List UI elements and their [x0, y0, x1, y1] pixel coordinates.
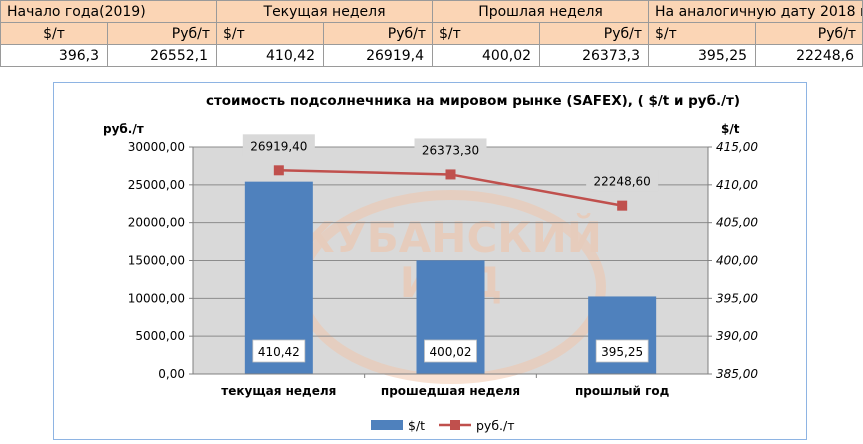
table-values-row: 396,3 26552,1 410,42 26919,4 400,02 2637…	[0, 44, 863, 67]
right-tick-label: 405,00	[716, 216, 758, 230]
unit-cell: Руб/т	[755, 22, 863, 45]
legend-label-bar: $/t	[408, 418, 425, 433]
right-tick-label: 390,00	[716, 329, 758, 343]
left-tick-label: 20000,00	[128, 216, 185, 230]
value-cell: 26552,1	[107, 44, 217, 67]
bar-series: 410,42 400,02 395,25	[244, 181, 657, 374]
value-cell: 26919,4	[322, 44, 434, 67]
right-tick-label: 400,00	[716, 254, 758, 268]
unit-cell: $/т	[0, 22, 108, 45]
bar-data-label-box	[595, 339, 649, 363]
table-units-row: $/т Руб/т $/т Руб/т $/т Руб/т $/т Руб/т	[0, 22, 863, 45]
bar-data-label: 410,42	[258, 345, 300, 359]
left-tick-label: 10000,00	[128, 291, 185, 305]
axes: 0,00 385,00 5000,00 390,00 10000,00 395,00 150…	[128, 140, 759, 398]
value-cell: 410,42	[216, 44, 324, 67]
legend-swatch-marker	[450, 420, 460, 430]
category-label: прошлый год	[575, 384, 670, 398]
line-marker	[617, 200, 628, 211]
unit-cell: Руб/т	[539, 22, 650, 45]
value-cell: 26373,3	[539, 44, 650, 67]
category-label: прошедшая неделя	[381, 384, 520, 398]
value-cell: 400,02	[432, 44, 541, 67]
watermark-text-line1: КУБАНСКИЙ	[300, 212, 602, 262]
unit-cell: $/т	[648, 22, 757, 45]
value-cell: 395,25	[648, 44, 757, 67]
line-data-label-box	[242, 134, 315, 157]
bar-data-label: 395,25	[601, 345, 643, 359]
summary-table: Начало года(2019) Текущая неделя Прошлая…	[0, 0, 863, 67]
chart-title: стоимость подсолнечника на мировом рынке…	[206, 93, 740, 109]
value-cell: 22248,6	[755, 44, 863, 67]
right-tick-label: 385,00	[716, 367, 758, 381]
header-same-date-2018: На аналогичную дату 2018 г	[648, 0, 863, 23]
bar-data-label-box	[424, 339, 477, 363]
right-tick-label: 395,00	[716, 291, 758, 305]
category-label: текущая неделя	[221, 384, 336, 398]
header-start-of-year: Начало года(2019)	[0, 0, 217, 23]
unit-cell: Руб/т	[107, 22, 217, 45]
right-tick-label: 410,00	[716, 178, 758, 192]
line-marker	[445, 169, 456, 180]
line-series: 26919,40 26373,30 22248,60	[242, 134, 659, 211]
header-current-week: Текущая неделя	[215, 0, 434, 23]
right-axis-label: $/t	[721, 122, 740, 136]
left-axis-label: руб./т	[103, 122, 144, 136]
left-tick-label: 15000,00	[128, 254, 185, 268]
left-tick-label: 5000,00	[135, 329, 185, 343]
legend-label-line: руб./т	[476, 418, 515, 433]
line-marker	[273, 165, 284, 176]
line-data-label-box	[586, 169, 659, 192]
table-header-row: Начало года(2019) Текущая неделя Прошлая…	[0, 0, 863, 23]
left-tick-label: 30000,00	[128, 140, 185, 154]
bar-data-label-box	[252, 339, 306, 363]
chart-legend: $/t руб./т	[371, 418, 515, 433]
legend-swatch-bar	[371, 420, 403, 430]
left-tick-label: 25000,00	[128, 178, 185, 192]
left-tick-label: 0,00	[158, 367, 185, 381]
bar-data-label: 400,02	[430, 345, 472, 359]
line-data-label-box	[414, 138, 487, 161]
line-data-label: 26373,30	[422, 143, 479, 157]
value-cell: 396,3	[0, 44, 108, 67]
unit-cell: Руб/т	[322, 22, 434, 45]
line-data-label: 26919,40	[250, 139, 307, 153]
line-data-label: 22248,60	[594, 175, 651, 189]
header-previous-week: Прошлая неделя	[432, 0, 650, 23]
unit-cell: $/т	[432, 22, 541, 45]
right-tick-label: 415,00	[716, 140, 758, 154]
unit-cell: $/т	[216, 22, 324, 45]
